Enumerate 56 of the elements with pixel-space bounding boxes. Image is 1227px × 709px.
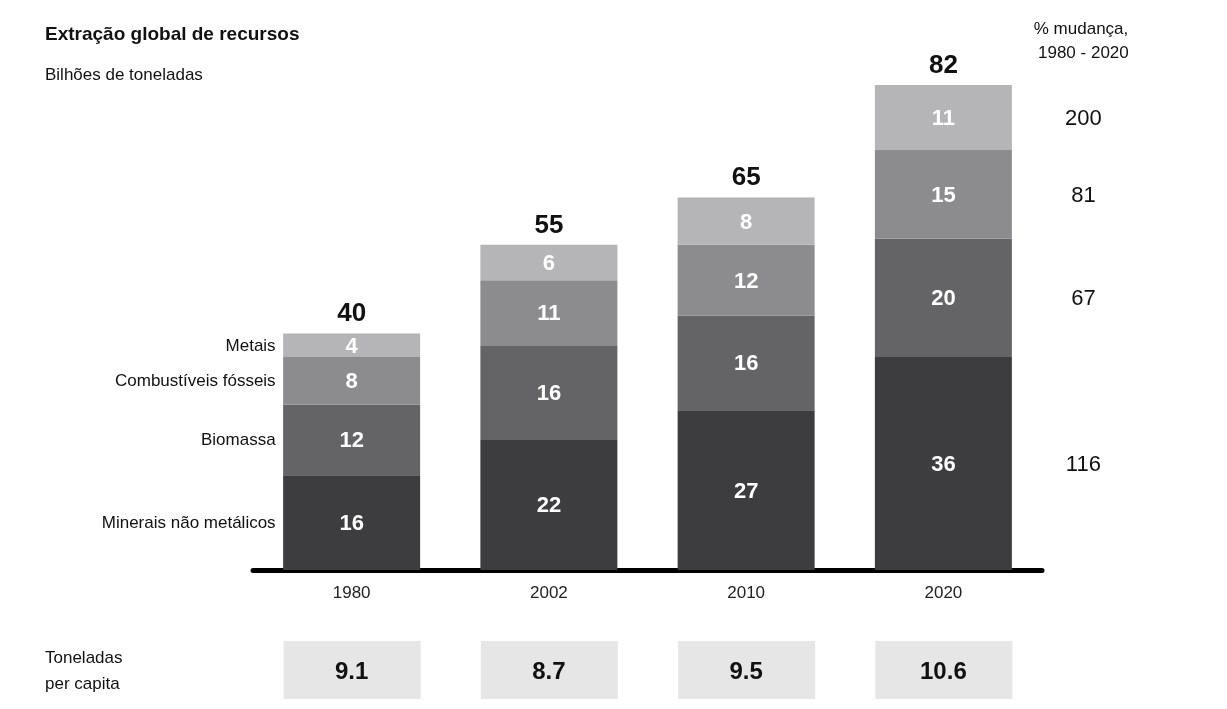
chart-title: Extração global de recursos	[45, 23, 300, 44]
text: 116	[1065, 451, 1101, 477]
bar	[283, 333, 421, 358]
series-label: Metais	[225, 335, 276, 355]
text: 81	[1071, 181, 1096, 207]
bar	[677, 244, 815, 316]
data-label: 22	[536, 492, 562, 518]
data-label: 16	[339, 510, 364, 536]
total-label: 55	[534, 208, 564, 239]
text: 200	[1065, 105, 1102, 131]
data-label: 16	[733, 350, 759, 376]
data-label: 6	[542, 249, 555, 275]
bar	[677, 197, 815, 245]
series-label: Combustíveis fósseis	[115, 371, 276, 391]
series-label: Minerais não metálicos	[101, 513, 276, 533]
bar	[677, 410, 815, 570]
text: 9.1	[334, 656, 369, 684]
bar	[677, 315, 815, 411]
bar	[874, 85, 1012, 151]
bar	[480, 439, 618, 570]
text: 10.6	[920, 656, 967, 684]
chart-subtitle: Bilhões de toneladas	[45, 65, 203, 84]
text: 67	[1071, 285, 1096, 311]
text: 9.5	[729, 656, 763, 684]
bar	[480, 280, 618, 346]
bar	[480, 345, 618, 440]
total-label: 40	[337, 297, 367, 328]
text: % mudança, 1980 - 2020	[1033, 18, 1133, 62]
x-tick-label: 2010	[727, 583, 766, 602]
total-label: 82	[928, 49, 958, 79]
data-label: 12	[339, 427, 364, 453]
bar	[874, 238, 1012, 358]
data-label: 36	[931, 451, 956, 477]
bar	[874, 150, 1012, 239]
series-label: Biomassa	[200, 430, 277, 450]
bar	[283, 357, 421, 405]
bar	[283, 475, 421, 570]
bar	[874, 357, 1012, 570]
data-label: 16	[536, 380, 562, 406]
data-label: 12	[733, 267, 759, 293]
bar	[283, 404, 421, 476]
data-label: 20	[931, 285, 956, 311]
text: Toneladas per capita	[45, 647, 128, 693]
x-tick-label: 2002	[529, 583, 568, 602]
data-label: 11	[931, 105, 956, 131]
x-tick-label: 1980	[332, 583, 371, 602]
total-label: 65	[731, 161, 761, 192]
data-label: 8	[740, 208, 753, 234]
x-tick-label: 2020	[924, 583, 963, 602]
data-label: 27	[733, 477, 759, 503]
data-label: 15	[931, 181, 956, 207]
data-label: 4	[345, 332, 359, 358]
bar	[480, 244, 618, 281]
text: 8.7	[532, 656, 566, 684]
data-label: 8	[345, 368, 358, 394]
data-label: 11	[537, 300, 561, 326]
